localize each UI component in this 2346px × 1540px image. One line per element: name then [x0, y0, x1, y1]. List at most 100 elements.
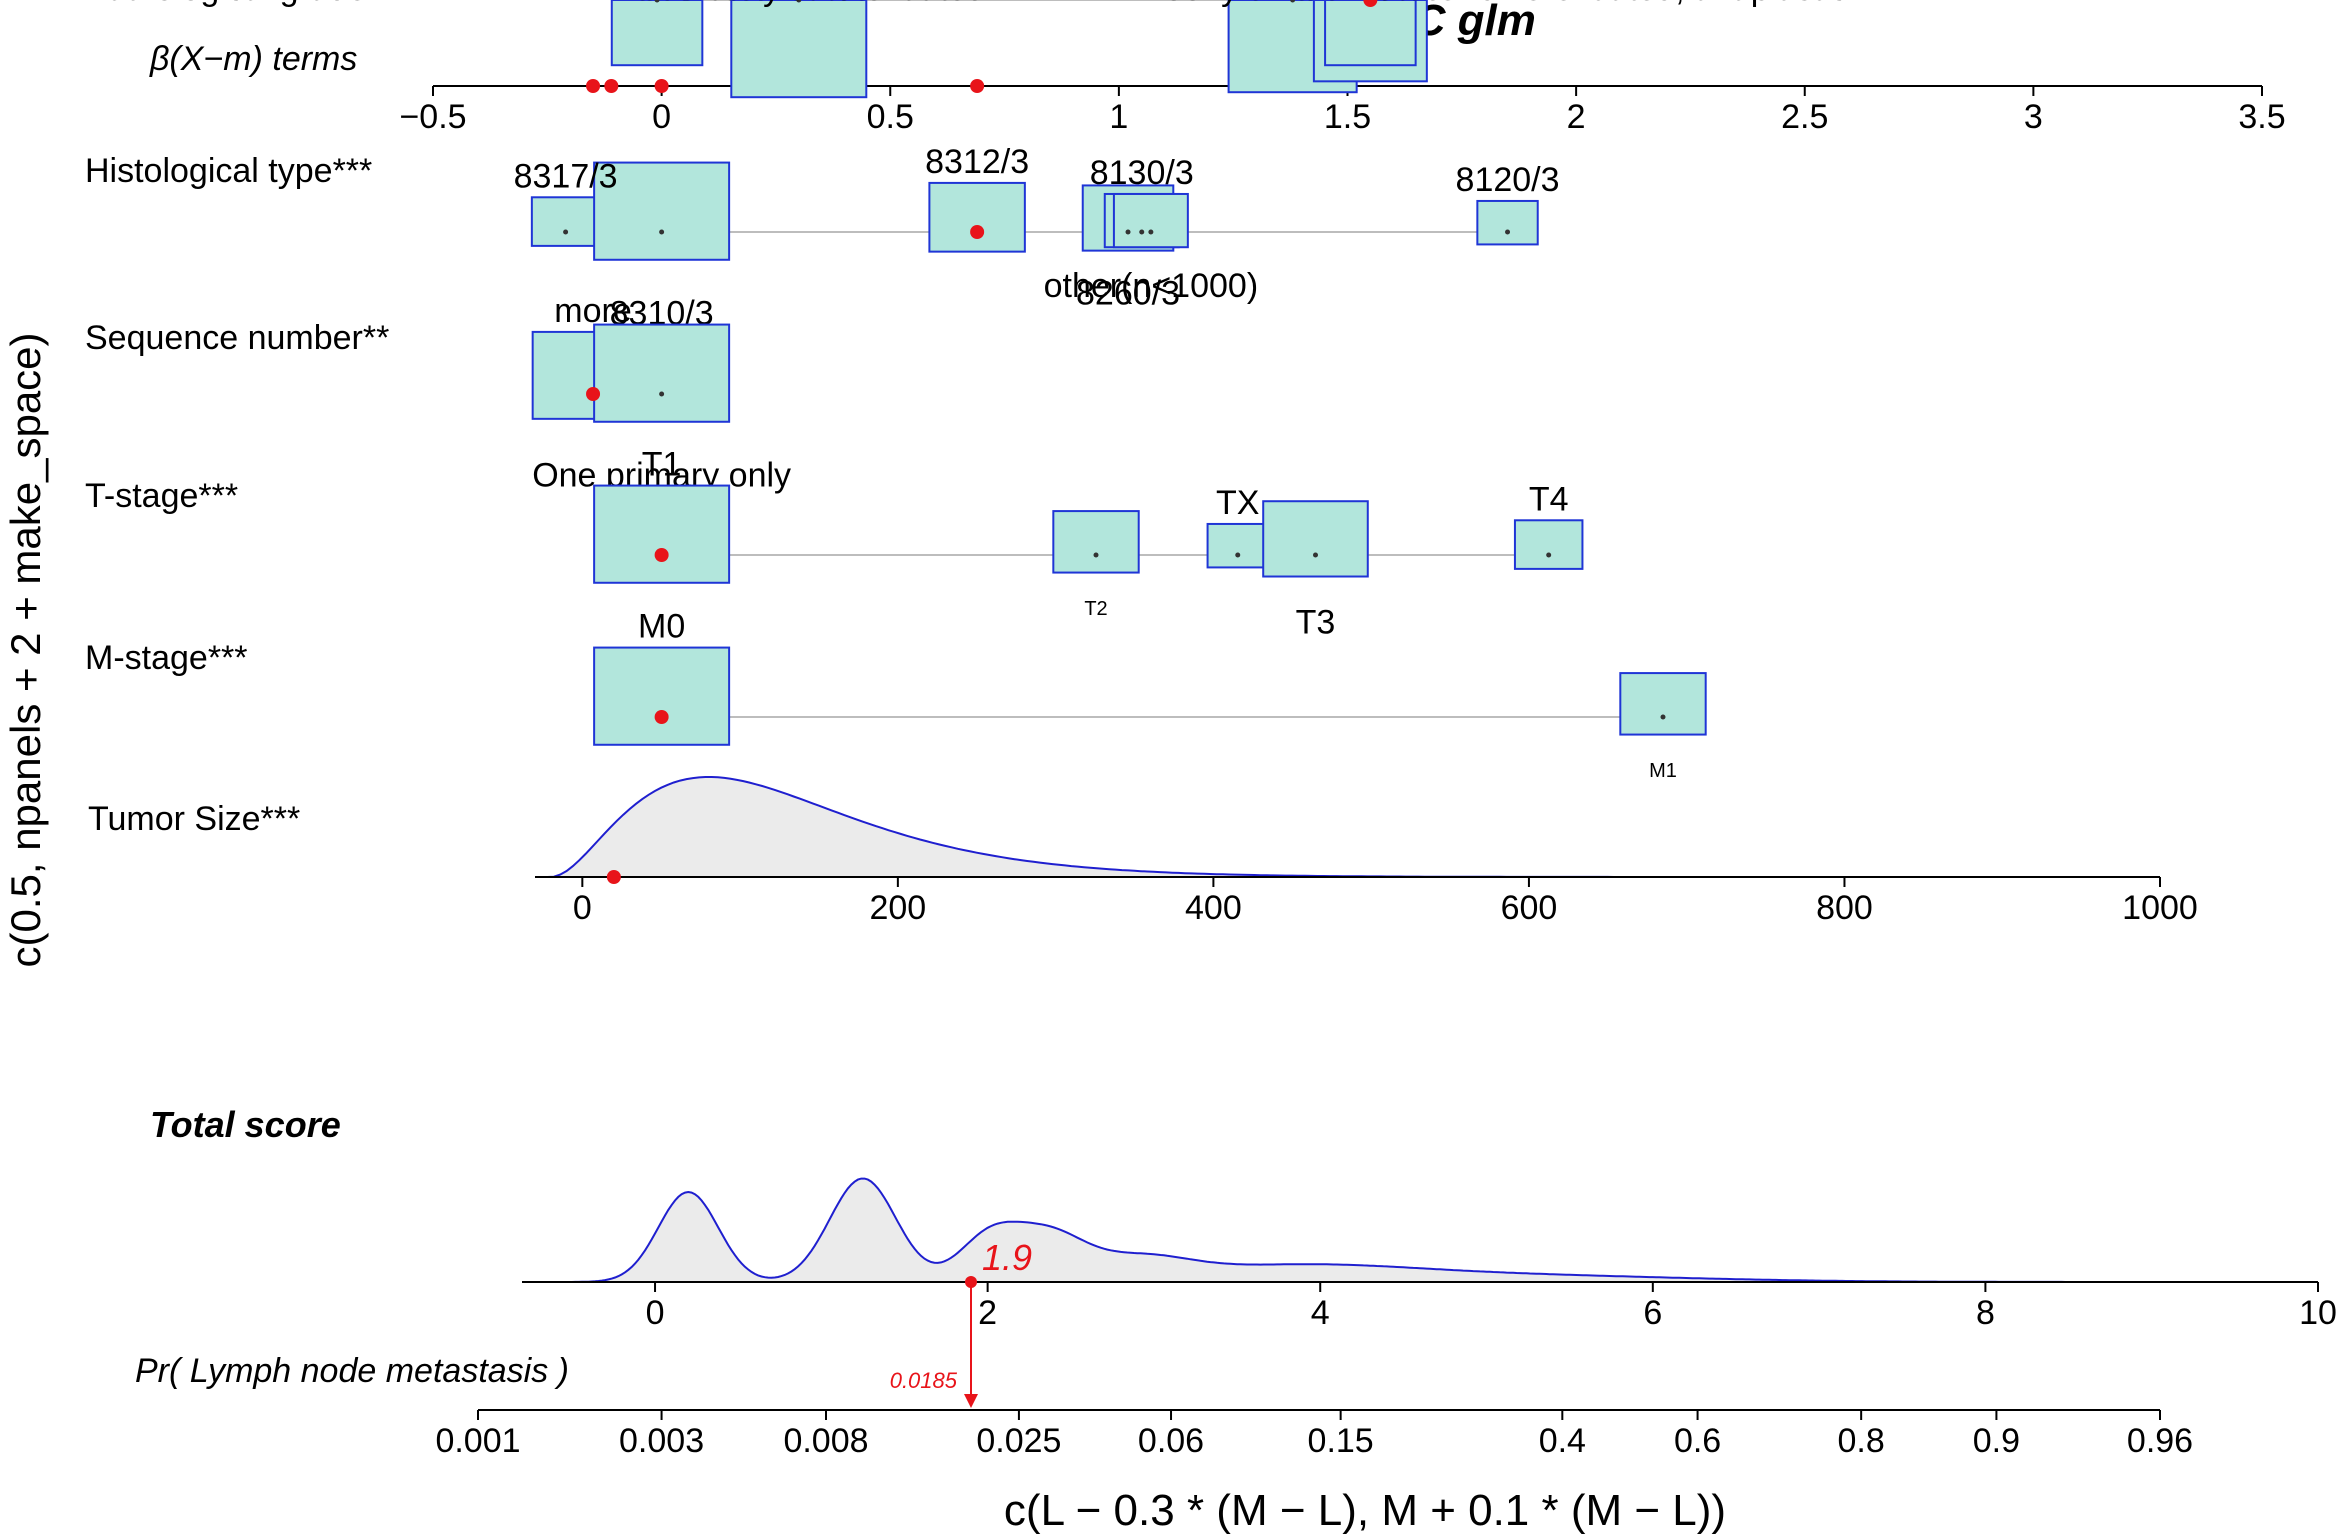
level-point [796, 0, 802, 3]
beta-axis-tick-label: 2.5 [1781, 98, 1828, 136]
level-box [1206, 522, 1269, 569]
variable-name: M-stage*** [85, 639, 248, 677]
beta-axis-tick-label: 2 [1567, 98, 1586, 136]
level-label: T2 [1084, 598, 1107, 620]
level-label: 8120/3 [1456, 161, 1560, 199]
total-score-density-line [522, 1177, 2318, 1283]
beta-point-marker [586, 79, 601, 93]
tumor-size-tick-label: 1000 [2122, 889, 2198, 927]
probability-tick-label: 0.4 [1539, 1422, 1586, 1460]
tumor-size-tick-label: 400 [1185, 889, 1242, 927]
variables-panel: Histological type*** 8317/38310/38312/382… [85, 0, 2198, 927]
beta-axis-tick-label: 1.5 [1324, 98, 1371, 136]
tumor-size-tick-label: 200 [869, 889, 926, 927]
beta-point-marker [970, 79, 985, 93]
level-point [659, 391, 665, 397]
tumor-size-tick-label: 600 [1501, 889, 1558, 927]
x-axis-label: c(L − 0.3 * (M − L), M + 0.1 * (M − L)) [1004, 1486, 1726, 1535]
level-point [563, 229, 569, 235]
probability-tick-label: 0.003 [619, 1422, 704, 1460]
beta-axis-tick-label: 3.5 [2238, 98, 2285, 136]
level-label: 8312/3 [925, 143, 1029, 181]
total-score-label: Total score [150, 1104, 341, 1145]
probability-tick-label: 0.8 [1838, 1422, 1885, 1460]
level-label: Moderately differentiated [612, 0, 986, 8]
total-score-tick-label: 2 [978, 1294, 997, 1332]
level-box [1619, 672, 1707, 736]
level-label: other(n<1000) [1044, 267, 1259, 305]
level-label: T4 [1529, 480, 1569, 518]
beta-axis-tick-label: 0 [652, 98, 671, 136]
total-score-tick-label: 0 [646, 1294, 665, 1332]
level-point [1546, 552, 1552, 558]
beta-axis-label: β(X−m) terms [149, 40, 357, 78]
probability-tick-label: 0.001 [435, 1422, 520, 1460]
variable-name: T-stage*** [85, 477, 238, 515]
tumor-size-tick-label: 800 [1816, 889, 1873, 927]
total-score-tick-label: 4 [1311, 1294, 1330, 1332]
probability-tick-label: 0.6 [1674, 1422, 1721, 1460]
total-score-value-label: 1.9 [982, 1237, 1032, 1278]
level-box [593, 323, 731, 423]
total-score-panel: 0 2 4 6 8 10 1.9 [522, 1177, 2337, 1332]
level-label: M1 [1649, 760, 1677, 782]
tumor-size-density-area [535, 777, 2160, 877]
level-box [1476, 199, 1539, 246]
level-box [530, 196, 601, 247]
probability-tick-label: 0.15 [1308, 1422, 1374, 1460]
total-score-density-area [522, 1178, 2318, 1282]
level-point [654, 710, 669, 724]
level-box [928, 181, 1026, 253]
level-point [970, 225, 985, 239]
probability-tick-label: 0.008 [783, 1422, 868, 1460]
level-box [1112, 192, 1189, 249]
level-box [1052, 510, 1140, 574]
level-label: more [554, 292, 631, 330]
total-score-tick-label: 10 [2299, 1294, 2337, 1332]
y-axis-label: c(0.5, npanels + 2 + make_space) [2, 332, 49, 967]
probability-tick-label: 0.9 [1973, 1422, 2020, 1460]
level-box [593, 161, 731, 261]
probability-tick-label: 0.025 [976, 1422, 1061, 1460]
level-point [659, 229, 665, 235]
beta-point-marker [604, 79, 619, 93]
variable-name: Histological type*** [85, 152, 372, 190]
beta-point-marker [654, 79, 669, 93]
probability-axis: 0.001 0.003 0.008 0.025 0.06 0.15 0.4 0.6 0.8 0.9… [435, 1282, 2193, 1460]
level-label: 8317/3 [514, 157, 618, 195]
level-box [1324, 0, 1417, 67]
beta-axis-tick-label: −0.5 [399, 98, 466, 136]
level-point [1235, 552, 1241, 558]
level-point [1290, 0, 1296, 3]
level-label: 8130/3 [1090, 154, 1194, 192]
tumor-size-selected-point [606, 870, 621, 884]
level-label: M0 [638, 608, 685, 646]
beta-axis-tick-label: 0.5 [867, 98, 914, 136]
level-point [1125, 229, 1131, 235]
level-point [1148, 229, 1154, 235]
level-label: Undifferentiated; anaplastic [1436, 0, 1847, 8]
level-point [1505, 229, 1511, 235]
level-box [610, 0, 704, 67]
level-point [1093, 552, 1099, 558]
probability-label: Pr( Lymph node metastasis ) [135, 1352, 569, 1390]
level-point [1363, 0, 1378, 7]
level-point [586, 387, 601, 401]
level-label: 8260/3 [1076, 274, 1180, 312]
level-box [593, 484, 731, 584]
level-box [730, 0, 868, 99]
total-score-tick-label: 6 [1643, 1294, 1662, 1332]
variable-name: Sequence number** [85, 319, 389, 357]
total-score-tick-label: 8 [1976, 1294, 1995, 1332]
level-label: Well differentiated [602, 0, 873, 8]
variable-name: Tumor Size*** [88, 800, 300, 838]
level-box [593, 646, 731, 746]
level-box [1262, 500, 1369, 578]
risk-projection-arrowhead [964, 1394, 978, 1408]
probability-tick-label: 0.96 [2127, 1422, 2193, 1460]
level-label: Poorly differentiated [1142, 0, 1444, 8]
level-box [1513, 519, 1584, 570]
variable-name: Pathological grade*** [85, 0, 406, 8]
level-label: T3 [1296, 604, 1336, 642]
